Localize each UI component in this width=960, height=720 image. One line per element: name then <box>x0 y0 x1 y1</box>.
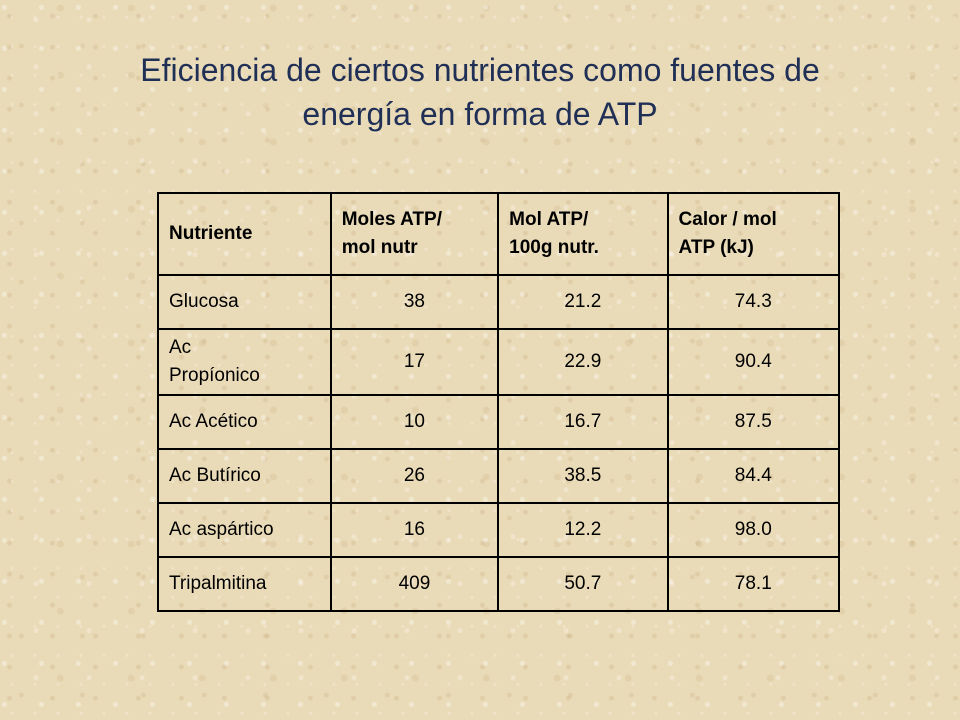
header-nutriente: Nutriente <box>157 192 332 276</box>
cell-mol-atp-100g: 50.7 <box>497 556 669 612</box>
cell-moles-atp-mol: 16 <box>329 502 500 558</box>
header-moles-atp-mol-line-2: mol nutr <box>341 237 418 258</box>
header-moles-atp-mol-line-1: Moles ATP/ <box>341 209 442 230</box>
header-calor-mol-atp: Calor / mol ATP (kJ) <box>666 192 841 276</box>
cell-moles-atp-mol: 409 <box>329 556 500 612</box>
cell-nutriente-line-2: Propíonico <box>169 365 260 386</box>
table-header-row: Nutriente Moles ATP/ mol nutr Mol ATP/ 1… <box>157 192 841 276</box>
cell-moles-atp-mol: 17 <box>329 328 500 396</box>
header-mol-atp-100g-line-2: 100g nutr. <box>509 237 599 258</box>
cell-nutriente: Glucosa <box>157 274 332 330</box>
header-mol-atp-100g-line-1: Mol ATP/ <box>509 209 589 230</box>
cell-nutriente-line-1: Ac <box>169 337 192 358</box>
slide-title-line-2: energía en forma de ATP <box>302 96 658 132</box>
cell-mol-atp-100g: 22.9 <box>497 328 669 396</box>
cell-mol-atp-100g: 16.7 <box>497 394 669 450</box>
table-row: Glucosa 38 21.2 74.3 <box>157 274 841 330</box>
cell-moles-atp-mol: 38 <box>329 274 500 330</box>
table-row: Tripalmitina 409 50.7 78.1 <box>157 556 841 612</box>
cell-calor-mol-atp: 74.3 <box>666 274 841 330</box>
cell-nutriente: Tripalmitina <box>157 556 332 612</box>
table-row: Ac Propíonico 17 22.9 90.4 <box>157 328 841 396</box>
slide-title: Eficiencia de ciertos nutrientes como fu… <box>40 48 920 136</box>
cell-nutriente-line-1: Ac Acético <box>169 411 258 432</box>
header-nutriente-line-1: Nutriente <box>169 223 253 244</box>
table-row: Ac aspártico 16 12.2 98.0 <box>157 502 841 558</box>
cell-moles-atp-mol: 10 <box>329 394 500 450</box>
cell-nutriente: Ac Propíonico <box>157 328 332 396</box>
cell-nutriente-line-1: Ac Butírico <box>169 465 261 486</box>
header-calor-mol-atp-line-2: ATP (kJ) <box>678 237 754 258</box>
table-row: Ac Acético 10 16.7 87.5 <box>157 394 841 450</box>
cell-mol-atp-100g: 38.5 <box>497 448 669 504</box>
cell-nutriente: Ac Butírico <box>157 448 332 504</box>
cell-moles-atp-mol: 26 <box>329 448 500 504</box>
cell-calor-mol-atp: 84.4 <box>666 448 841 504</box>
header-moles-atp-mol: Moles ATP/ mol nutr <box>329 192 500 276</box>
cell-mol-atp-100g: 21.2 <box>497 274 669 330</box>
cell-mol-atp-100g: 12.2 <box>497 502 669 558</box>
cell-calor-mol-atp: 98.0 <box>666 502 841 558</box>
table-row: Ac Butírico 26 38.5 84.4 <box>157 448 841 504</box>
nutrient-table: Nutriente Moles ATP/ mol nutr Mol ATP/ 1… <box>157 192 841 612</box>
header-calor-mol-atp-line-1: Calor / mol <box>678 209 777 230</box>
cell-nutriente: Ac Acético <box>157 394 332 450</box>
cell-nutriente: Ac aspártico <box>157 502 332 558</box>
cell-nutriente-line-1: Glucosa <box>169 291 239 312</box>
slide-title-line-1: Eficiencia de ciertos nutrientes como fu… <box>140 52 820 88</box>
header-mol-atp-100g: Mol ATP/ 100g nutr. <box>497 192 669 276</box>
cell-calor-mol-atp: 87.5 <box>666 394 841 450</box>
cell-nutriente-line-1: Ac aspártico <box>169 519 274 540</box>
cell-calor-mol-atp: 78.1 <box>666 556 841 612</box>
cell-nutriente-line-1: Tripalmitina <box>169 573 267 594</box>
cell-calor-mol-atp: 90.4 <box>666 328 841 396</box>
